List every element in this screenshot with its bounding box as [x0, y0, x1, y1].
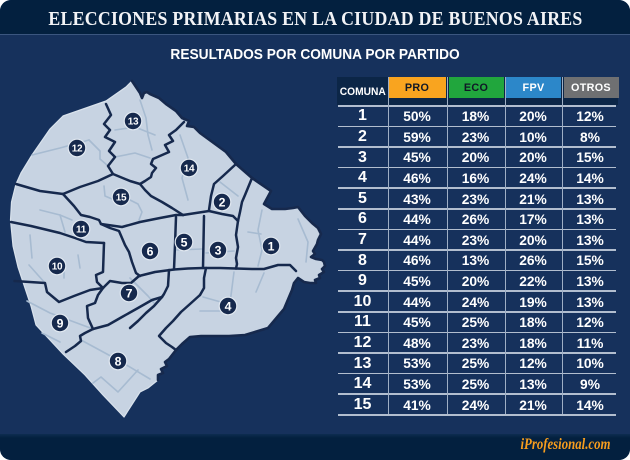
svg-text:11: 11 — [76, 225, 87, 236]
svg-text:7: 7 — [126, 286, 133, 300]
svg-text:5: 5 — [181, 235, 188, 249]
svg-text:8: 8 — [115, 354, 122, 368]
svg-text:10: 10 — [52, 262, 63, 273]
svg-text:1: 1 — [268, 239, 275, 253]
svg-text:14: 14 — [184, 164, 195, 175]
svg-text:4: 4 — [225, 299, 232, 313]
svg-text:13: 13 — [128, 117, 139, 128]
svg-text:12: 12 — [72, 144, 83, 155]
svg-text:9: 9 — [57, 316, 64, 330]
svg-text:3: 3 — [215, 243, 222, 257]
svg-text:2: 2 — [219, 195, 226, 209]
svg-text:6: 6 — [147, 244, 154, 258]
svg-text:15: 15 — [116, 193, 127, 204]
